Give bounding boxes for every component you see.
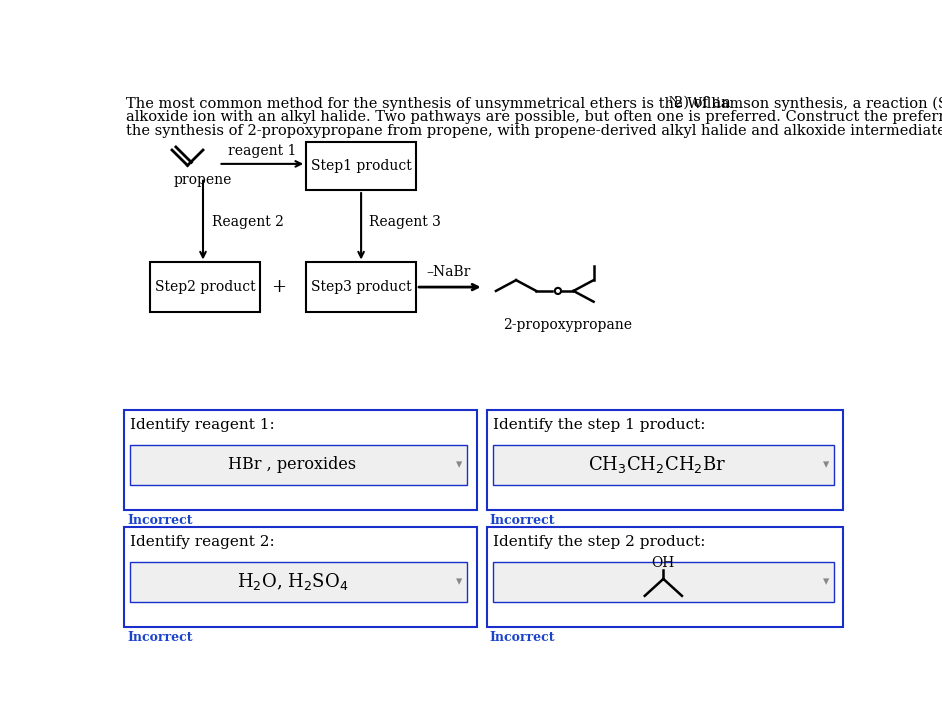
Text: Step1 product: Step1 product: [311, 159, 412, 173]
Text: ▾: ▾: [457, 458, 463, 471]
Text: propene: propene: [173, 173, 232, 187]
Text: Step2 product: Step2 product: [155, 280, 255, 294]
Text: ▾: ▾: [823, 576, 829, 589]
Text: ▾: ▾: [457, 576, 463, 589]
Bar: [130, 445, 467, 485]
Bar: [124, 411, 477, 510]
Text: H$_2$O, H$_2$SO$_4$: H$_2$O, H$_2$SO$_4$: [236, 571, 349, 592]
Text: The most common method for the synthesis of unsymmetrical ethers is the Williams: The most common method for the synthesis…: [125, 96, 942, 111]
Text: the synthesis of 2-propoxypropane from propene, with propene-derived alkyl halid: the synthesis of 2-propoxypropane from p…: [125, 124, 942, 138]
Bar: [124, 527, 477, 628]
Text: Incorrect: Incorrect: [490, 631, 555, 644]
Text: N: N: [669, 96, 678, 105]
Bar: [151, 262, 260, 312]
Bar: [306, 143, 416, 190]
Text: Incorrect: Incorrect: [127, 631, 192, 644]
Bar: [493, 562, 834, 602]
Bar: [493, 445, 834, 485]
Text: Reagent 3: Reagent 3: [369, 214, 441, 229]
Text: CH$_3$CH$_2$CH$_2$Br: CH$_3$CH$_2$CH$_2$Br: [588, 455, 726, 476]
Text: Incorrect: Incorrect: [127, 514, 192, 527]
Text: reagent 1: reagent 1: [229, 144, 297, 158]
Bar: [487, 411, 843, 510]
Text: 2-propoxypropane: 2-propoxypropane: [503, 318, 632, 332]
Text: ▾: ▾: [823, 458, 829, 471]
Text: Identify the step 1 product:: Identify the step 1 product:: [493, 418, 706, 432]
Bar: [306, 262, 416, 312]
Bar: [130, 562, 467, 602]
Text: Incorrect: Incorrect: [490, 514, 555, 527]
Text: Step3 product: Step3 product: [311, 280, 412, 294]
Text: –NaBr: –NaBr: [427, 266, 471, 279]
Text: OH: OH: [652, 556, 675, 570]
Text: Identify reagent 1:: Identify reagent 1:: [130, 418, 275, 432]
Text: Reagent 2: Reagent 2: [212, 214, 284, 229]
Text: HBr , peroxides: HBr , peroxides: [229, 456, 357, 473]
Text: alkoxide ion with an alkyl halide. Two pathways are possible, but often one is p: alkoxide ion with an alkyl halide. Two p…: [125, 110, 942, 124]
Bar: [487, 527, 843, 628]
Text: Identify the step 2 product:: Identify the step 2 product:: [493, 535, 706, 549]
Text: Identify reagent 2:: Identify reagent 2:: [130, 535, 275, 549]
Text: 2) of an: 2) of an: [674, 96, 731, 110]
Text: +: +: [270, 278, 285, 296]
